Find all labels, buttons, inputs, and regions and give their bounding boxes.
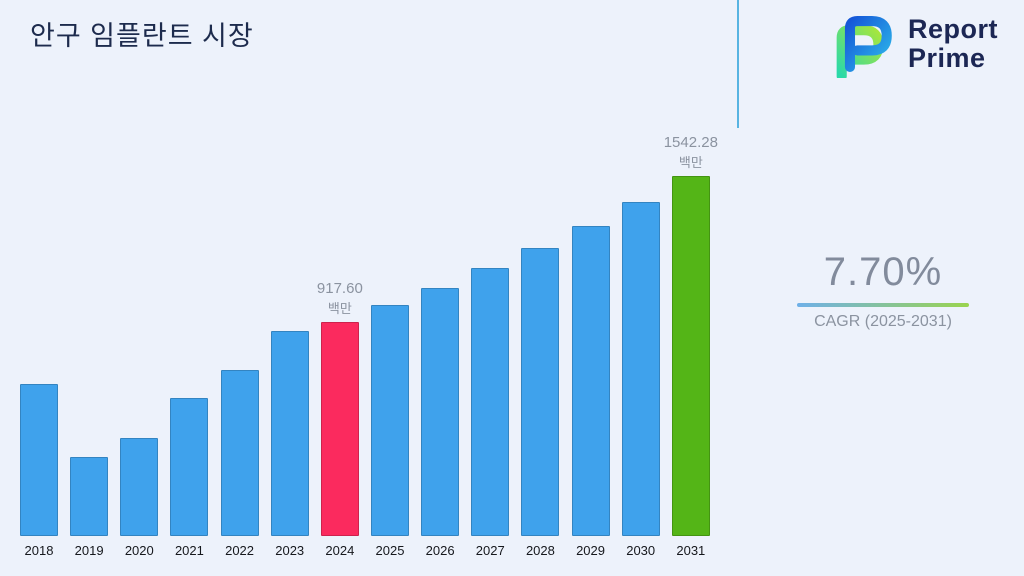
bar-column-2031: 1542.28 백만 2031 bbox=[664, 134, 718, 558]
x-axis-label-2020: 2020 bbox=[124, 543, 154, 558]
x-axis-label-2023: 2023 bbox=[275, 543, 305, 558]
bar-2019 bbox=[70, 457, 109, 536]
bar-column-2026: 2026 bbox=[421, 288, 460, 558]
x-axis-label-2018: 2018 bbox=[24, 543, 54, 558]
x-axis-label-2029: 2029 bbox=[576, 543, 605, 558]
x-axis-label-2025: 2025 bbox=[375, 543, 405, 558]
x-axis-label-2028: 2028 bbox=[525, 543, 555, 558]
bar-column-2024: 917.60 백만 2024 bbox=[317, 280, 363, 558]
bar-2018 bbox=[20, 384, 58, 536]
bar-column-2022: 2022 bbox=[220, 370, 259, 558]
bar-2025 bbox=[370, 305, 409, 536]
cagr-value: 7.70% bbox=[823, 250, 943, 294]
x-axis-label-2026: 2026 bbox=[425, 543, 455, 558]
bar-column-2019: 2019 bbox=[70, 457, 109, 558]
x-axis-label-2031: 2031 bbox=[676, 543, 706, 558]
x-axis-label-2030: 2030 bbox=[626, 543, 656, 558]
bar-column-2029: 2029 bbox=[571, 226, 610, 558]
cagr-underline bbox=[797, 303, 969, 307]
bar-chart: 2018 2019 2020 2021 2022 2023 917.60 백만 2024 2025… bbox=[20, 18, 718, 558]
x-axis-label-2022: 2022 bbox=[225, 543, 255, 558]
bar-2029 bbox=[571, 226, 610, 536]
bar-2031 bbox=[671, 176, 710, 536]
bar-column-2020: 2020 bbox=[120, 438, 159, 558]
cagr-panel: 7.70% CAGR (2025-2031) bbox=[793, 250, 973, 331]
x-axis-label-2024: 2024 bbox=[325, 543, 355, 558]
bar-column-2021: 2021 bbox=[170, 398, 209, 558]
brand-name-line2: Prime bbox=[908, 43, 986, 73]
bar-column-2023: 2023 bbox=[270, 331, 309, 558]
bar-2020 bbox=[120, 438, 159, 536]
brand-name-line1: Report bbox=[908, 13, 998, 44]
bar-column-2027: 2027 bbox=[471, 268, 510, 558]
bar-2026 bbox=[421, 288, 460, 536]
bar-2023 bbox=[270, 331, 309, 536]
bar-column-2018: 2018 bbox=[20, 384, 58, 558]
bar-column-2028: 2028 bbox=[521, 248, 560, 558]
bar-value-label-2024: 917.60 백만 bbox=[316, 280, 363, 316]
page-title: 안구 임플란트 시장 bbox=[30, 21, 254, 51]
x-axis-label-2021: 2021 bbox=[174, 543, 204, 558]
brand-name: Report Prime bbox=[908, 13, 998, 73]
bar-2027 bbox=[471, 268, 510, 536]
bar-column-2025: 2025 bbox=[370, 305, 409, 558]
bar-2028 bbox=[521, 248, 560, 536]
cagr-label: CAGR (2025-2031) bbox=[814, 313, 952, 330]
header-divider bbox=[737, 0, 739, 128]
bar-column-2030: 2030 bbox=[621, 202, 660, 558]
x-axis-label-2027: 2027 bbox=[475, 543, 505, 558]
bar-2021 bbox=[170, 398, 209, 536]
x-axis-label-2019: 2019 bbox=[74, 543, 104, 558]
bar-2022 bbox=[220, 370, 259, 536]
bar-2024 bbox=[320, 322, 359, 536]
bar-2030 bbox=[621, 202, 660, 536]
brand: Report Prime bbox=[822, 10, 998, 78]
bar-value-label-2031: 1542.28 백만 bbox=[663, 134, 718, 170]
report-prime-logo-icon bbox=[836, 15, 892, 78]
